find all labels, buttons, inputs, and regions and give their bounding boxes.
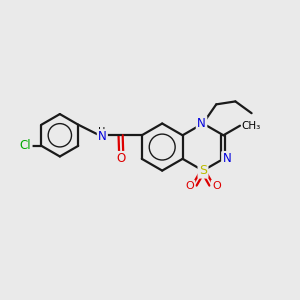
Text: O: O (212, 181, 221, 191)
Text: N: N (223, 152, 231, 165)
Text: CH₃: CH₃ (242, 121, 261, 131)
Text: H: H (98, 127, 105, 137)
Text: O: O (185, 181, 194, 191)
Text: S: S (199, 164, 207, 177)
Text: O: O (117, 152, 126, 165)
Text: N: N (197, 117, 206, 130)
Text: N: N (98, 130, 107, 143)
Text: Cl: Cl (20, 140, 32, 152)
